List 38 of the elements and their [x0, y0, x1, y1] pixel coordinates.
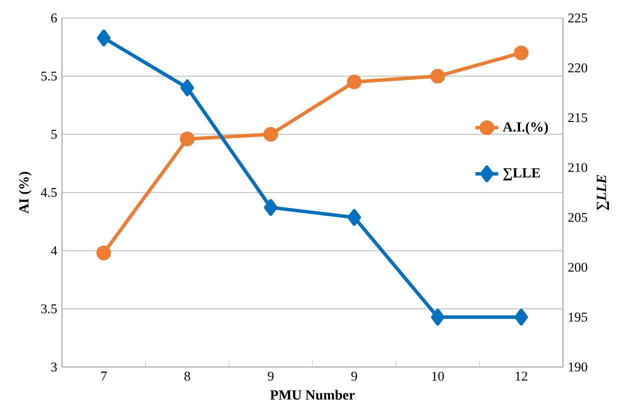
- y-tick-label: 6: [51, 14, 57, 22]
- x-axis-title: PMU Number: [270, 390, 355, 400]
- y2-tick-label: 190: [568, 362, 588, 372]
- x-tick-label: 12: [516, 372, 528, 381]
- y2-tick-label: 210: [568, 163, 588, 172]
- y2-tick-label: 215: [568, 113, 588, 122]
- y2-tick-label: 200: [568, 262, 588, 272]
- y-tick-label: 3.5: [41, 304, 57, 314]
- legend-label: ∑LLE: [503, 168, 540, 180]
- point: [263, 126, 278, 142]
- x-tick-label: 9: [351, 372, 358, 381]
- point: [431, 308, 444, 326]
- x-tick-label: 9: [268, 372, 274, 381]
- point: [264, 199, 278, 216]
- y2-tick-label: 205: [568, 212, 588, 222]
- y-tick-label: 4.5: [40, 188, 57, 197]
- y-tick-label: 3: [51, 362, 57, 372]
- point: [514, 308, 528, 326]
- point: [180, 79, 194, 96]
- y2-tick-label: 220: [568, 63, 588, 72]
- x-tick-label: 10: [432, 372, 444, 381]
- y-axis-title: AI (%): [18, 172, 32, 214]
- legend-label: A.I.(%): [502, 122, 548, 135]
- y2-tick-label: 195: [568, 312, 588, 322]
- y2-tick-label: 225: [568, 14, 588, 22]
- point: [430, 68, 446, 84]
- y-tick-label: 5: [51, 130, 57, 139]
- point: [346, 74, 362, 90]
- y2-axis-title: ∑LLE: [596, 174, 609, 210]
- point: [180, 132, 195, 146]
- y-tick-label: 4: [50, 246, 58, 256]
- point: [97, 30, 110, 46]
- point: [348, 209, 361, 226]
- x-tick-label: 8: [184, 372, 190, 381]
- point: [96, 246, 112, 260]
- point: [514, 46, 529, 60]
- y-tick-label: 5.5: [41, 72, 57, 81]
- x-tick-label: 7: [101, 372, 107, 380]
